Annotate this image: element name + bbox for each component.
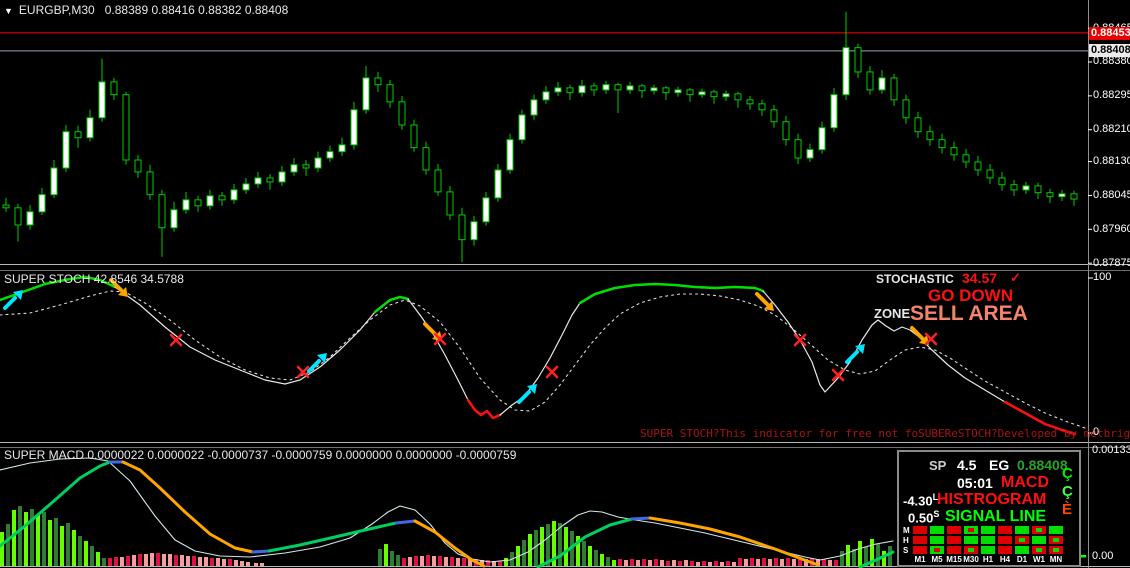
signal-cell-inner [968, 548, 974, 552]
stoch-panel-title: SUPER STOCH 42.8546 34.5788 [4, 272, 184, 286]
price-axis-label: 0.88380 [1093, 55, 1130, 68]
macd-row-label: MACD [1001, 474, 1049, 491]
timeframe-label-M30[interactable]: M30 [963, 555, 979, 564]
signal-cell-M5-M [930, 526, 944, 534]
histogram-value: -4.30L [903, 492, 939, 509]
histogram-flag: L [932, 492, 939, 502]
signal-cell-M15-M [947, 526, 961, 534]
eg-label: EG [989, 457, 1010, 473]
signal-cell-MN-M [1049, 526, 1063, 534]
candlestick-series [2, 11, 1078, 262]
signal-cell-H4-M [998, 526, 1012, 534]
macd-histogram [0, 506, 892, 566]
grid-row-label: H [903, 536, 909, 545]
signal-cell-inner [934, 548, 940, 552]
sell-area-signal: SELL AREA [910, 302, 1028, 325]
histogram-row-label: HISTROGRAM [937, 491, 1047, 508]
ohlc-readout: 0.88389 0.88416 0.88382 0.88408 [104, 3, 289, 17]
signal-value: 0.50S [908, 509, 940, 526]
signal-cell-M30-H [964, 536, 978, 544]
signal-cell-inner [968, 528, 974, 532]
signal-cell-inner [1019, 538, 1025, 542]
symbol-dropdown-icon[interactable]: ▼ [4, 6, 13, 16]
signal-cell-inner [1053, 538, 1059, 542]
signal-cell-M30-M [964, 526, 978, 534]
signal-cell-MN-S [1049, 546, 1063, 554]
signal-cell-W1-H [1032, 536, 1046, 544]
signal-cell-MN-H [1049, 536, 1063, 544]
chart-title-bar: ▼ EURGBP,M30 0.88389 0.88416 0.88382 0.884… [4, 4, 288, 16]
macd-axis-bottom: 0.00 [1092, 550, 1114, 562]
signal-cell-W1-S [1032, 546, 1046, 554]
timeframe-label-M1[interactable]: M1 [914, 555, 926, 564]
trend-arrow-glyph: Ç [1062, 483, 1073, 500]
stochastic-markers [3, 278, 938, 404]
grid-row-label: S [903, 546, 909, 555]
indicator-watermark: SUPER STOCH?This indicator for free not … [640, 427, 1130, 440]
signal-dashboard: SP 4.5 EG 0.88408 05:01 MACD -4.30L HIST… [897, 450, 1081, 567]
price-axis-label: 0.88295 [1093, 89, 1130, 102]
candle-timer: 05:01 [957, 475, 993, 491]
go-down-signal: GO DOWN [928, 286, 1013, 305]
price-axis-label: 0.88210 [1093, 123, 1130, 136]
price-axis-label: 0.88130 [1093, 155, 1130, 168]
signal-cell-M1-S [913, 546, 927, 554]
spread-label: SP [929, 458, 947, 473]
price-axis-label: 0.87875 [1093, 256, 1130, 269]
signal-cell-M5-S [930, 546, 944, 554]
ask-price-box: 0.88453 [1089, 27, 1130, 40]
signal-cell-H1-H [981, 536, 995, 544]
timeframe-label-W1[interactable]: W1 [1033, 555, 1045, 564]
stochastic-check-icon: ✓ [1010, 270, 1021, 285]
signal-cell-H4-S [998, 546, 1012, 554]
signal-cell-D1-M [1015, 526, 1029, 534]
signal-cell-inner [1036, 548, 1042, 552]
timeframe-label-H4[interactable]: H4 [999, 555, 1011, 564]
signal-cell-M5-H [930, 536, 944, 544]
signal-row-label: SIGNAL LINE [945, 508, 1047, 525]
zone-label: ZONE [874, 306, 911, 321]
signal-cell-M30-S [964, 546, 978, 554]
stoch-axis-0: 0 [1093, 426, 1100, 438]
stochastic-indicator [0, 275, 1093, 436]
signal-cell-D1-S [1015, 546, 1029, 554]
timeframe-label-H1[interactable]: H1 [982, 555, 994, 564]
signal-cell-inner [1036, 528, 1042, 532]
macd-zero-tick [1081, 555, 1086, 558]
timeframe-label-M15[interactable]: M15 [946, 555, 962, 564]
signal-cell-H1-S [981, 546, 995, 554]
trend-arrow-glyph: Ç [1062, 465, 1073, 482]
bid-price-box: 0.88408 [1089, 44, 1130, 57]
signal-cell-D1-H [1015, 536, 1029, 544]
signal-cell-M15-H [947, 536, 961, 544]
timeframe-label-MN[interactable]: MN [1049, 555, 1063, 564]
price-axis-label: 0.87960 [1093, 222, 1130, 235]
macd-lines [0, 457, 1086, 568]
timeframe-label-D1[interactable]: D1 [1016, 555, 1028, 564]
signal-cell-inner [1053, 548, 1059, 552]
price-lines [0, 32, 1088, 52]
stochastic-value: 34.57 [962, 270, 998, 286]
macd-axis-top: 0.0013346 [1092, 444, 1130, 456]
signal-cell-M1-M [913, 526, 927, 534]
signal-cell-H4-H [998, 536, 1012, 544]
signal-flag: S [933, 509, 940, 519]
macd-panel-title: SUPER MACD 0.0000022 0.0000022 -0.000073… [4, 448, 517, 462]
signal-cell-M15-S [947, 546, 961, 554]
timeframe-label-M5[interactable]: M5 [931, 555, 943, 564]
spread-value: 4.5 [957, 457, 977, 473]
signal-cell-M1-H [913, 536, 927, 544]
stoch-axis-100: 100 [1093, 271, 1112, 283]
signal-cell-W1-M [1032, 526, 1046, 534]
signal-cell-H1-M [981, 526, 995, 534]
price-axis-label: 0.88045 [1093, 188, 1130, 201]
symbol-title: EURGBP,M30 [18, 3, 95, 17]
eg-price-value: 0.88408 [1017, 457, 1068, 473]
trend-arrow-glyph: È [1062, 501, 1073, 518]
stochastic-label: STOCHASTIC [876, 272, 954, 286]
grid-row-label: M [903, 526, 910, 535]
